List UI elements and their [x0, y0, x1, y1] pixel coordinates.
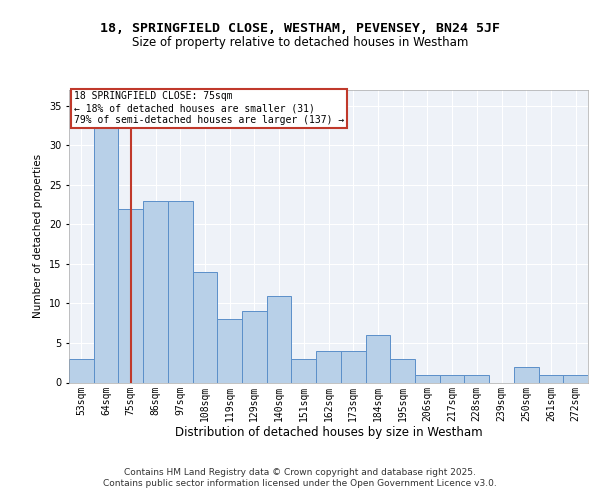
- Bar: [464, 374, 489, 382]
- Bar: [118, 208, 143, 382]
- X-axis label: Distribution of detached houses by size in Westham: Distribution of detached houses by size …: [175, 426, 482, 439]
- Y-axis label: Number of detached properties: Number of detached properties: [34, 154, 43, 318]
- Bar: [292, 359, 316, 382]
- Bar: [563, 374, 588, 382]
- Bar: [94, 122, 118, 382]
- Bar: [242, 312, 267, 382]
- Text: Size of property relative to detached houses in Westham: Size of property relative to detached ho…: [132, 36, 468, 49]
- Bar: [440, 374, 464, 382]
- Bar: [390, 359, 415, 382]
- Text: Contains HM Land Registry data © Crown copyright and database right 2025.
Contai: Contains HM Land Registry data © Crown c…: [103, 468, 497, 487]
- Bar: [415, 374, 440, 382]
- Bar: [267, 296, 292, 382]
- Bar: [341, 351, 365, 382]
- Bar: [514, 366, 539, 382]
- Bar: [365, 335, 390, 382]
- Text: 18 SPRINGFIELD CLOSE: 75sqm
← 18% of detached houses are smaller (31)
79% of sem: 18 SPRINGFIELD CLOSE: 75sqm ← 18% of det…: [74, 92, 344, 124]
- Bar: [316, 351, 341, 382]
- Bar: [193, 272, 217, 382]
- Bar: [69, 359, 94, 382]
- Bar: [217, 320, 242, 382]
- Bar: [143, 200, 168, 382]
- Text: 18, SPRINGFIELD CLOSE, WESTHAM, PEVENSEY, BN24 5JF: 18, SPRINGFIELD CLOSE, WESTHAM, PEVENSEY…: [100, 22, 500, 36]
- Bar: [539, 374, 563, 382]
- Bar: [168, 200, 193, 382]
